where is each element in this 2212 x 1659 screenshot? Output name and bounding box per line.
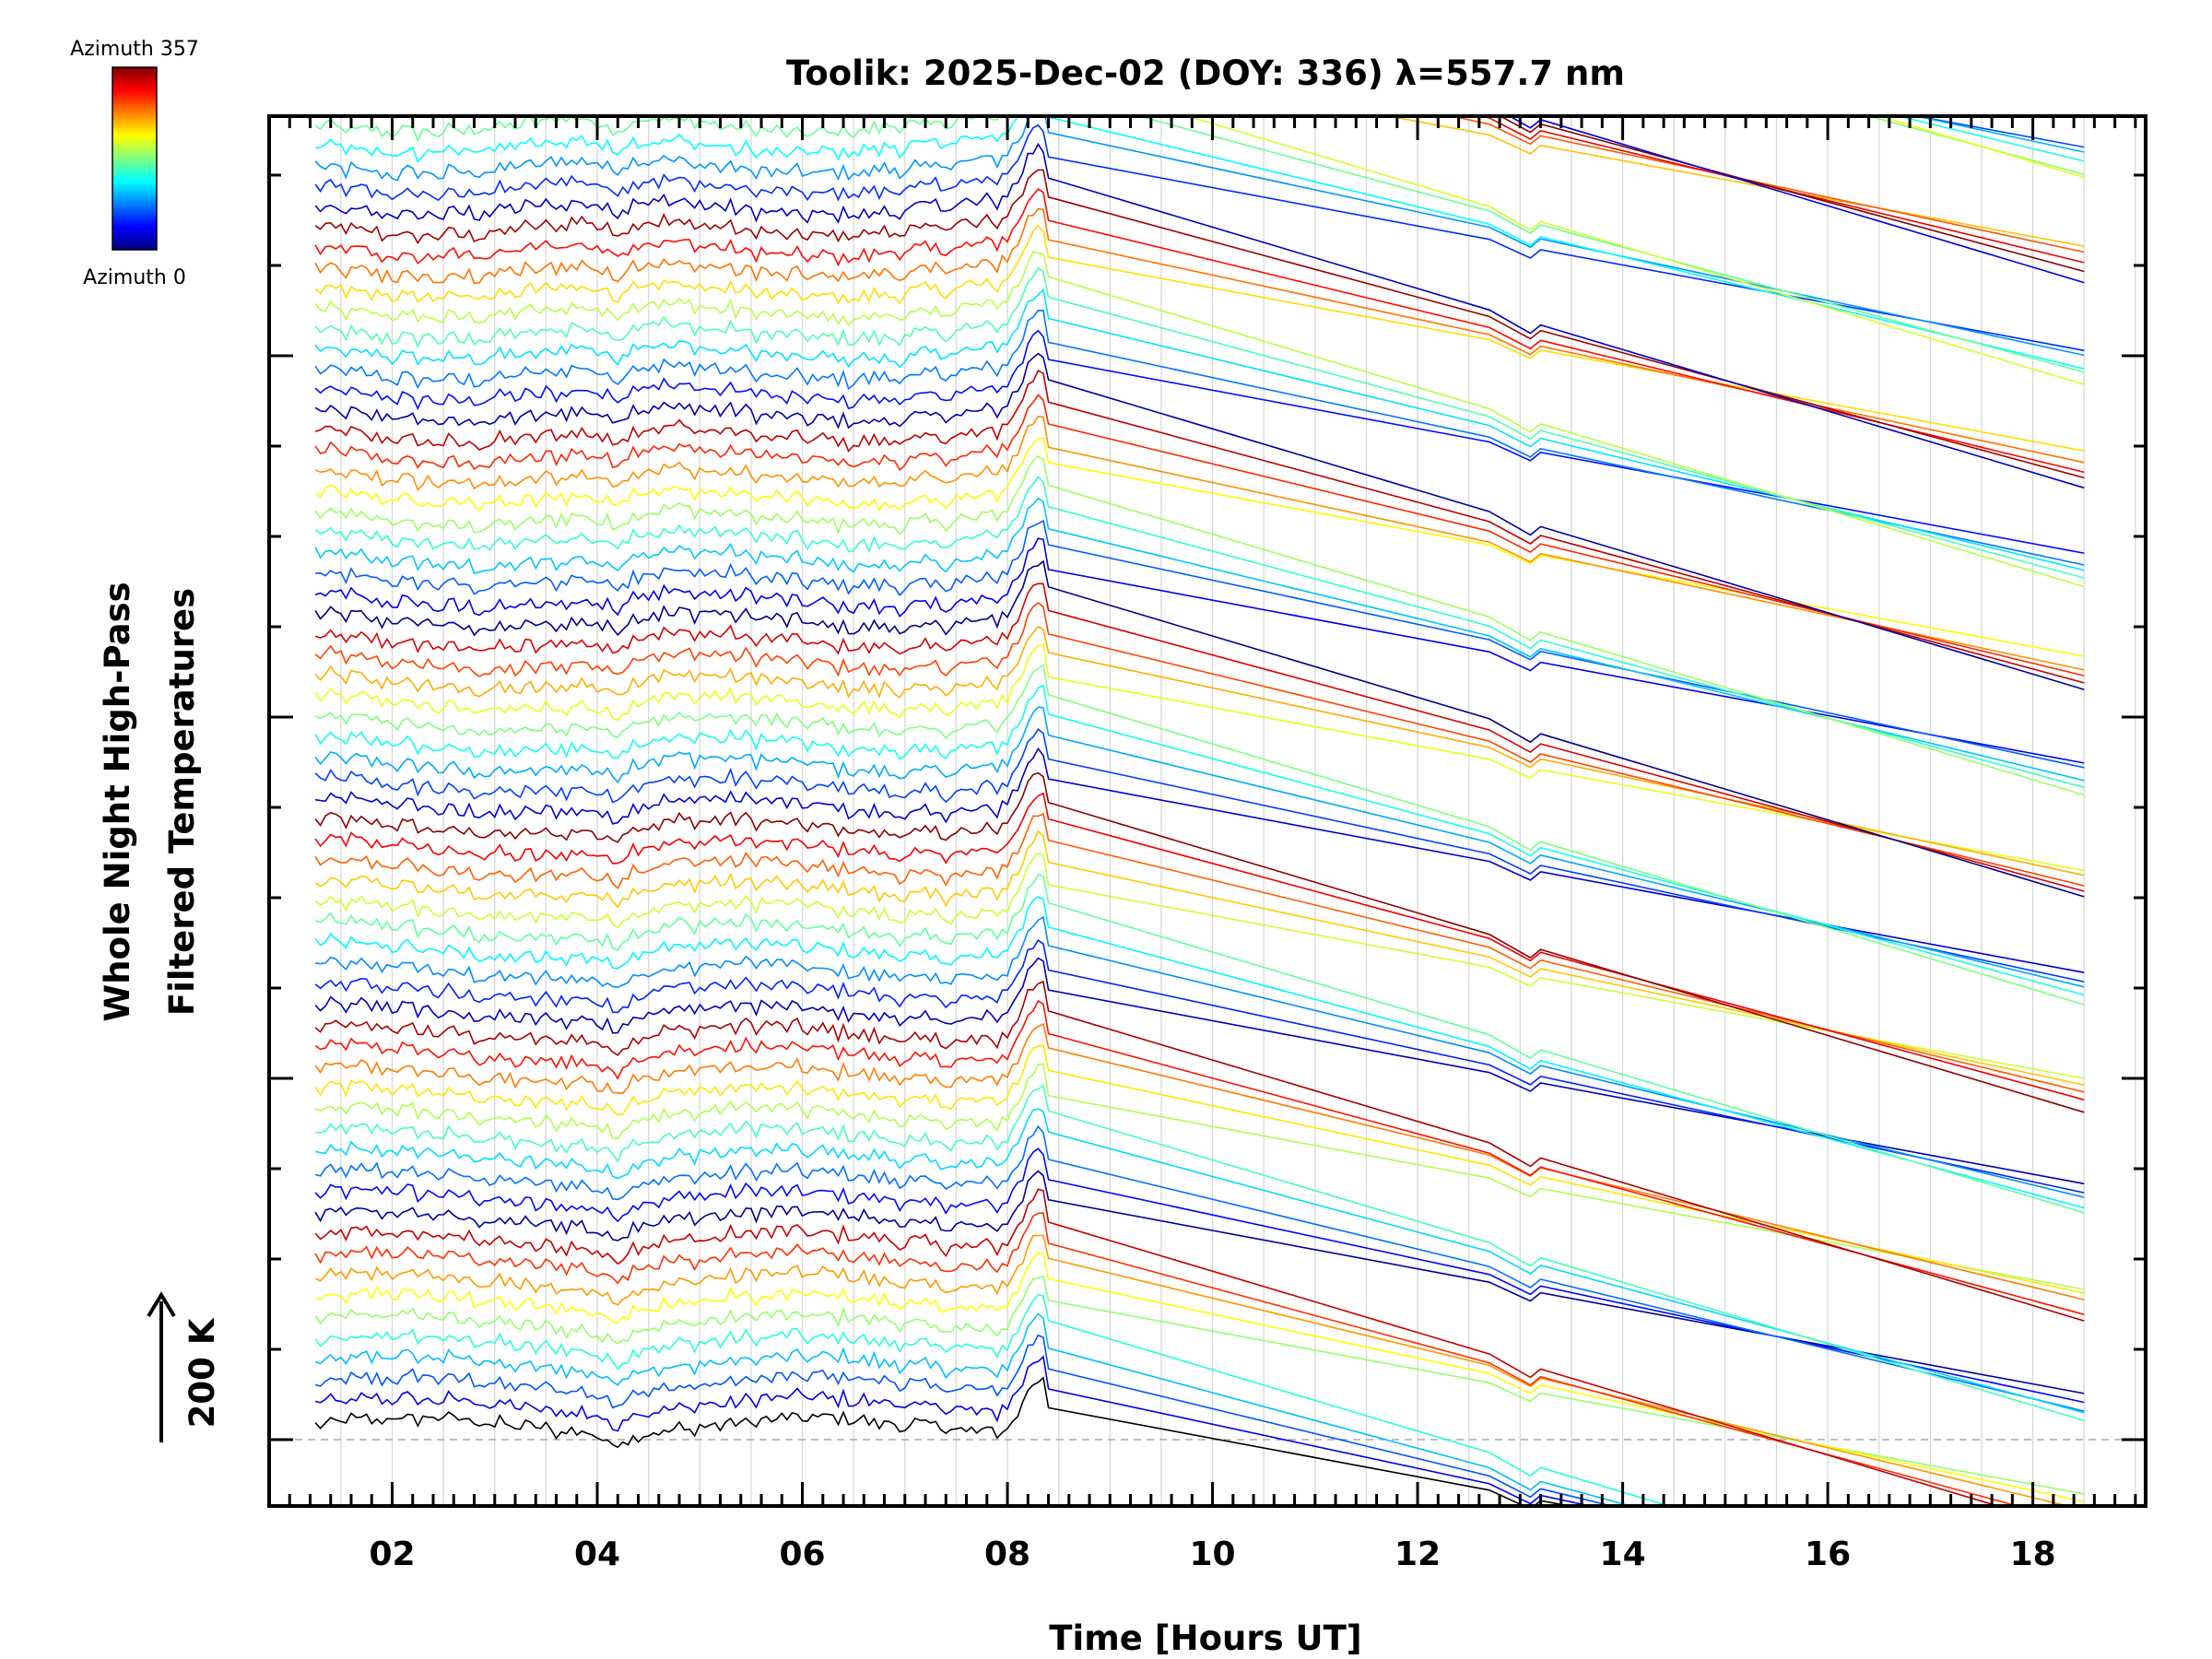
series-line-5 bbox=[314, 1275, 2085, 1495]
series-line-43 bbox=[314, 475, 2085, 789]
series-line-1 bbox=[314, 1355, 1598, 1507]
series-line-30 bbox=[314, 747, 2085, 973]
series-line-76 bbox=[315, 0, 2084, 50]
series-line-26 bbox=[314, 830, 2085, 1086]
series-line-22 bbox=[314, 915, 2085, 1198]
series-line-63 bbox=[314, 115, 2085, 373]
series-line-40 bbox=[314, 537, 2085, 764]
series-line-6 bbox=[315, 1252, 2085, 1502]
series-line-38 bbox=[314, 582, 2085, 892]
series-line-17 bbox=[314, 1022, 2085, 1300]
series-line-29 bbox=[314, 771, 2085, 1113]
x-tick-label: 06 bbox=[779, 1535, 825, 1573]
x-tick-label: 10 bbox=[1190, 1535, 1236, 1573]
series-line-12 bbox=[314, 1124, 2085, 1412]
series-line-32 bbox=[314, 706, 2085, 988]
series-line-42 bbox=[314, 497, 2085, 782]
series-line-52 bbox=[314, 288, 2085, 571]
colorbar-top-label: Azimuth 357 bbox=[70, 38, 199, 61]
series-line-46 bbox=[314, 416, 2085, 671]
series-line-58 bbox=[314, 169, 2085, 479]
series-line-20 bbox=[314, 957, 2085, 1185]
series-line-19 bbox=[314, 980, 2085, 1322]
x-tick-label: 12 bbox=[1394, 1535, 1441, 1573]
series-line-37 bbox=[314, 601, 2085, 887]
series-line-3 bbox=[314, 1312, 1638, 1507]
series-line-23 bbox=[314, 896, 2085, 1209]
series-line-10 bbox=[314, 1170, 2085, 1394]
series-line-15 bbox=[314, 1063, 2085, 1290]
series-line-55 bbox=[314, 224, 2085, 452]
chart-title: Toolik: 2025-Dec-02 (DOY: 336) λ=557.7 n… bbox=[786, 53, 1625, 93]
series-line-35 bbox=[314, 642, 2085, 872]
series-line-25 bbox=[314, 852, 2085, 1079]
series-line-13 bbox=[314, 1108, 2085, 1414]
series-line-2 bbox=[314, 1334, 1619, 1507]
colorbar bbox=[112, 66, 158, 251]
series-line-0 bbox=[314, 1376, 1579, 1507]
series-line-68 bbox=[1497, 115, 2085, 273]
series-line-33 bbox=[314, 684, 2085, 996]
series-line-11 bbox=[314, 1147, 2085, 1404]
series-line-49 bbox=[314, 352, 2085, 690]
series-line-16 bbox=[314, 1043, 2085, 1294]
x-tick-label: 08 bbox=[984, 1535, 1030, 1573]
scale-arrow bbox=[147, 1291, 176, 1442]
series-line-39 bbox=[314, 559, 2085, 898]
series-line-60 bbox=[314, 124, 2085, 352]
series-line-57 bbox=[314, 188, 2085, 474]
series-line-36 bbox=[314, 625, 2085, 877]
x-tick-label: 16 bbox=[1805, 1535, 1851, 1573]
series-group bbox=[314, 0, 2085, 1507]
series-line-64 bbox=[345, 115, 2085, 385]
x-tick-label: 14 bbox=[1600, 1535, 1646, 1573]
x-tick-labels: 02 04 06 08 10 12 14 16 18 bbox=[369, 1535, 2055, 1573]
series-line-54 bbox=[314, 251, 2085, 588]
series-line-21 bbox=[314, 938, 2085, 1194]
series-line-56 bbox=[314, 207, 2085, 464]
series-line-59 bbox=[314, 142, 2085, 489]
series-line-9 bbox=[314, 1188, 2004, 1507]
series-line-41 bbox=[315, 519, 2085, 769]
ticks bbox=[269, 116, 2146, 1506]
plot-frame bbox=[267, 114, 2147, 1508]
series-line-27 bbox=[314, 812, 2085, 1093]
xlabel: Time [Hours UT] bbox=[1049, 1618, 1361, 1658]
series-line-34 bbox=[314, 664, 2085, 1006]
series-line-45 bbox=[314, 437, 2085, 657]
series-line-51 bbox=[314, 309, 2085, 566]
series-line-24 bbox=[314, 873, 2085, 1214]
series-line-61 bbox=[314, 115, 2085, 357]
scale-label: 200 K bbox=[182, 1317, 222, 1428]
ylabel-line-2: Filtered Temperatures bbox=[162, 588, 202, 1016]
colorbar-bottom-label: Azimuth 0 bbox=[83, 266, 186, 289]
series-line-7 bbox=[314, 1234, 2075, 1507]
series-line-53 bbox=[314, 266, 2085, 579]
series-line-50 bbox=[314, 329, 2085, 554]
series-line-48 bbox=[314, 369, 2085, 684]
series-line-8 bbox=[314, 1212, 2024, 1507]
series-line-62 bbox=[315, 115, 2085, 370]
x-tick-label: 04 bbox=[574, 1535, 620, 1573]
series-line-14 bbox=[315, 1084, 2085, 1422]
series-line-69 bbox=[1506, 115, 2085, 284]
series-line-4 bbox=[314, 1294, 1675, 1507]
series-line-77 bbox=[315, 0, 2084, 58]
series-line-66 bbox=[1443, 115, 2085, 253]
series-line-28 bbox=[314, 792, 2085, 1100]
ylabel-line-1: Whole Night High-Pass bbox=[98, 582, 137, 1021]
series-line-75 bbox=[315, 0, 2084, 44]
series-line-18 bbox=[314, 999, 2085, 1315]
x-tick-label: 02 bbox=[369, 1535, 415, 1573]
x-tick-label: 18 bbox=[2010, 1535, 2056, 1573]
series-line-31 bbox=[314, 728, 2085, 982]
series-line-47 bbox=[314, 394, 2085, 677]
series-line-44 bbox=[314, 455, 2085, 796]
